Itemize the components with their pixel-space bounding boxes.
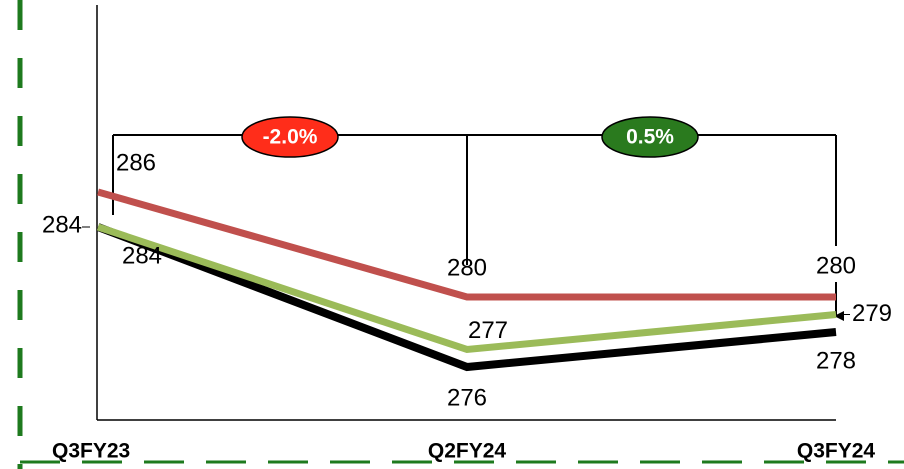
data-label: 276	[447, 384, 487, 411]
data-label: 277	[468, 317, 508, 344]
change-label: -2.0%	[263, 126, 318, 149]
data-label: 279	[852, 300, 892, 327]
change-pill	[601, 116, 699, 158]
data-label: 286	[116, 149, 156, 176]
data-label: 280	[447, 254, 487, 281]
x-tick-label: Q3FY23	[52, 440, 130, 463]
data-label: 280	[816, 252, 856, 279]
x-tick-label: Q2FY24	[428, 440, 507, 463]
data-label: 278	[816, 347, 856, 374]
line-series	[96, 223, 837, 354]
bracket	[112, 134, 844, 321]
change-label: 0.5%	[626, 126, 674, 149]
x-tick-label: Q3FY24	[797, 440, 876, 463]
change-pill	[241, 116, 339, 158]
data-label: 284	[42, 211, 82, 238]
data-label: 284	[122, 242, 162, 269]
line-series	[97, 188, 836, 301]
line-series	[96, 223, 837, 372]
